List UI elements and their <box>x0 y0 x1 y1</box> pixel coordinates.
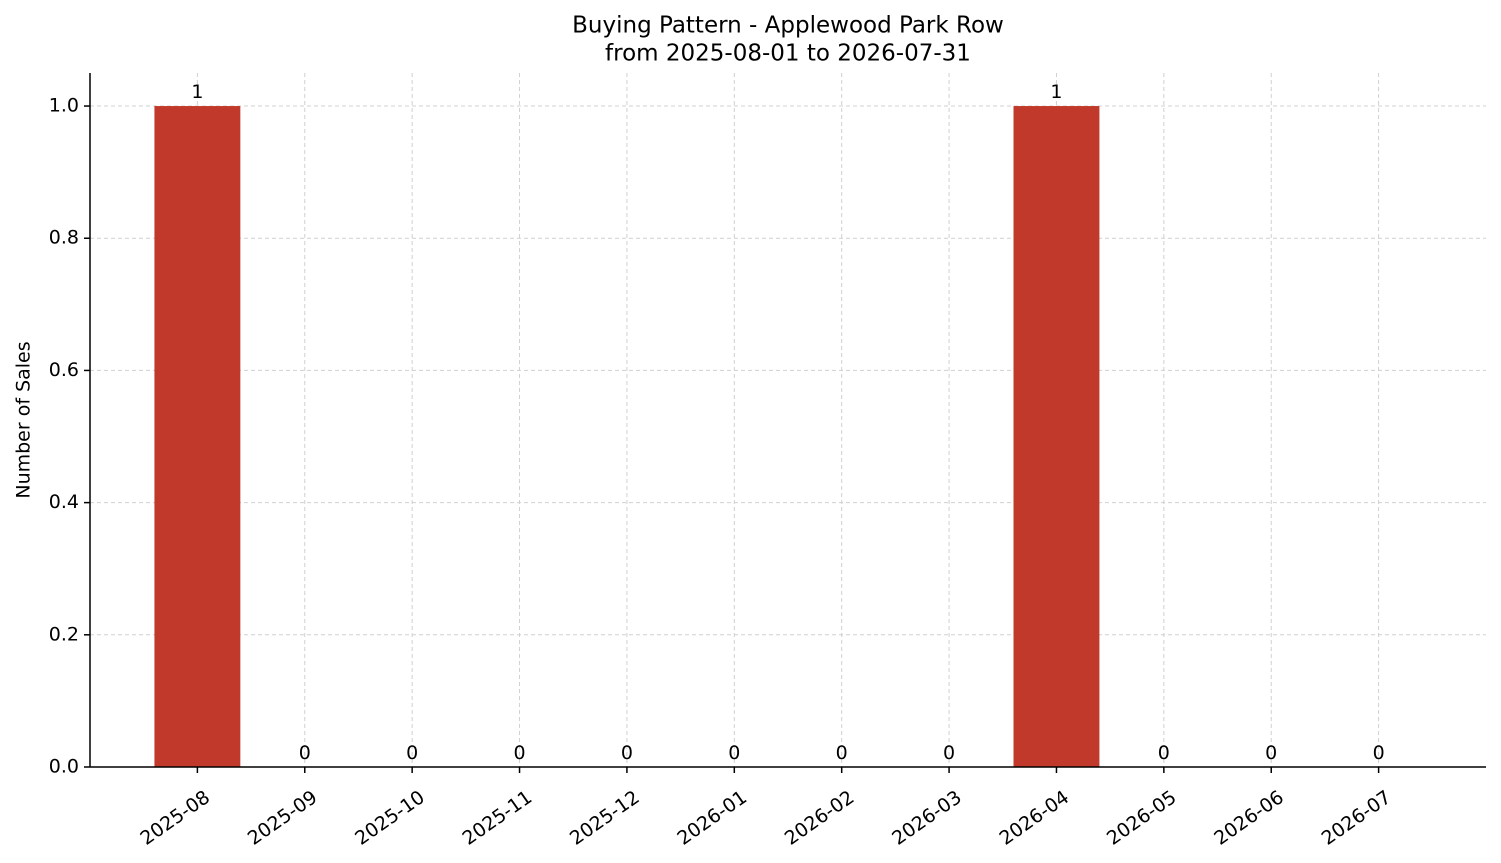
x-tick-label: 2025-11 <box>459 786 537 850</box>
y-tick-label: 0.8 <box>49 227 79 249</box>
y-tick-label: 1.0 <box>49 95 79 117</box>
value-label: 0 <box>406 742 418 764</box>
value-label: 0 <box>513 742 525 764</box>
value-label: 0 <box>1373 742 1385 764</box>
y-tick-label: 0.6 <box>49 359 79 381</box>
value-label: 1 <box>1050 81 1062 103</box>
x-tick-label: 2026-05 <box>1103 786 1181 850</box>
chart-subtitle: from 2025-08-01 to 2026-07-31 <box>605 41 971 67</box>
x-tick-label: 2026-04 <box>995 786 1073 850</box>
value-label: 0 <box>1265 742 1277 764</box>
x-tick-label: 2025-08 <box>136 786 214 850</box>
bar <box>1013 106 1100 768</box>
x-tick-label: 2025-09 <box>244 786 322 850</box>
x-tick-label: 2026-03 <box>888 786 966 850</box>
x-tick-label: 2026-02 <box>781 786 859 850</box>
y-tick-label: 0.4 <box>49 491 79 513</box>
x-tick-label: 2026-07 <box>1318 786 1396 850</box>
value-label: 0 <box>728 742 740 764</box>
y-tick-label: 0.0 <box>49 756 79 778</box>
y-axis-label: Number of Sales <box>13 341 35 498</box>
bar <box>154 106 241 768</box>
y-tick-label: 0.2 <box>49 623 79 645</box>
value-label: 0 <box>621 742 633 764</box>
value-label: 0 <box>836 742 848 764</box>
value-label: 0 <box>1158 742 1170 764</box>
x-tick-label: 2026-06 <box>1210 786 1288 850</box>
x-tick-label: 2025-12 <box>566 786 644 850</box>
x-tick-label: 2026-01 <box>673 786 751 850</box>
x-tick-label: 2025-10 <box>351 786 429 850</box>
value-label: 0 <box>943 742 955 764</box>
value-label: 0 <box>299 742 311 764</box>
value-label: 1 <box>191 81 203 103</box>
chart-title: Buying Pattern - Applewood Park Row <box>572 13 1004 39</box>
